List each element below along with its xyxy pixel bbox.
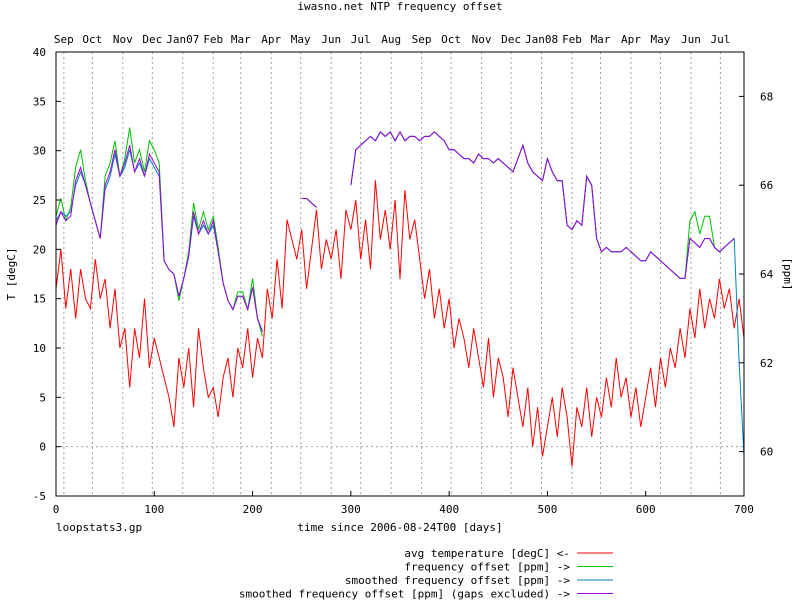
x-axis-label: time since 2006-08-24T00 [days] xyxy=(297,521,502,534)
month-tick-label: Dec xyxy=(501,33,521,46)
y-left-tick-label: -5 xyxy=(33,490,46,503)
legend-label: smoothed frequency offset [ppm] (gaps ex… xyxy=(239,588,571,601)
series-line-2 xyxy=(350,130,735,279)
legend: avg temperature [degC] <-frequency offse… xyxy=(239,547,613,601)
gridlines xyxy=(56,52,744,496)
y-left-tick-label: 30 xyxy=(33,145,46,158)
month-tick-label: Mar xyxy=(231,33,251,46)
month-tick-label: Jun xyxy=(321,33,341,46)
x-tick-label: 0 xyxy=(53,503,60,516)
month-tick-label: Apr xyxy=(261,33,281,46)
series-line-3 xyxy=(350,130,745,457)
month-tick-label: Oct xyxy=(82,33,102,46)
series-line-1 xyxy=(55,180,745,467)
month-tick-label: Sep xyxy=(412,33,432,46)
x-tick-label: 700 xyxy=(734,503,754,516)
y-right-tick-label: 66 xyxy=(760,179,773,192)
x-tick-label: 300 xyxy=(341,503,361,516)
y-axis-left-label: T [degC] xyxy=(5,248,18,301)
series-line-4 xyxy=(55,145,263,332)
y-right-tick-label: 60 xyxy=(760,446,773,459)
month-tick-label: May xyxy=(291,33,311,46)
month-tick-label: Aug xyxy=(381,33,401,46)
x-tick-label: 500 xyxy=(537,503,557,516)
script-name-label: loopstats3.gp xyxy=(56,521,142,534)
month-tick-label: Jun xyxy=(681,33,701,46)
y-left-tick-label: 15 xyxy=(33,293,46,306)
month-tick-label: Dec xyxy=(142,33,162,46)
x-tick-label: 100 xyxy=(144,503,164,516)
y-left-tick-label: 40 xyxy=(33,46,46,59)
month-tick-label: Jul xyxy=(351,33,371,46)
x-tick-label: 600 xyxy=(636,503,656,516)
month-tick-label: Nov xyxy=(472,33,492,46)
y-axis-right-label: [ppm] xyxy=(781,257,794,290)
y-right-tick-label: 64 xyxy=(760,268,774,281)
y-right-tick-label: 68 xyxy=(760,90,773,103)
y-left-tick-label: 10 xyxy=(33,342,46,355)
legend-label: avg temperature [degC] <- xyxy=(404,547,570,560)
month-tick-label: Feb xyxy=(562,33,582,46)
series-group xyxy=(55,127,745,467)
month-tick-label: Jul xyxy=(710,33,730,46)
chart-title: iwasno.net NTP frequency offset xyxy=(297,0,502,13)
series-line-4 xyxy=(350,130,735,279)
month-tick-label: Apr xyxy=(621,33,641,46)
series-line-4 xyxy=(301,198,317,208)
month-tick-label: Feb xyxy=(203,33,223,46)
month-tick-label: Sep xyxy=(54,33,74,46)
month-tick-label: Oct xyxy=(441,33,461,46)
month-tick-label: Jan08 xyxy=(525,33,558,46)
y-right-tick-label: 62 xyxy=(760,357,773,370)
x-tick-label: 400 xyxy=(439,503,459,516)
legend-label: smoothed frequency offset [ppm] -> xyxy=(345,574,571,587)
month-tick-label: Nov xyxy=(113,33,133,46)
y-left-tick-label: 25 xyxy=(33,194,46,207)
month-tick-label: May xyxy=(651,33,671,46)
month-tick-label: Jan07 xyxy=(166,33,199,46)
x-tick-label: 200 xyxy=(243,503,263,516)
month-tick-label: Mar xyxy=(591,33,611,46)
y-left-tick-label: 35 xyxy=(33,95,46,108)
y-left-tick-label: 5 xyxy=(39,391,46,404)
y-left-tick-label: 20 xyxy=(33,243,46,256)
y-left-tick-label: 0 xyxy=(39,441,46,454)
axis-ticks: Sep Oct Nov Dec Jan07 Feb Mar Apr May Jun Jul Aug Se… xyxy=(33,33,774,516)
legend-label: frequency offset [ppm] -> xyxy=(404,561,570,574)
series-line-2 xyxy=(55,127,263,337)
